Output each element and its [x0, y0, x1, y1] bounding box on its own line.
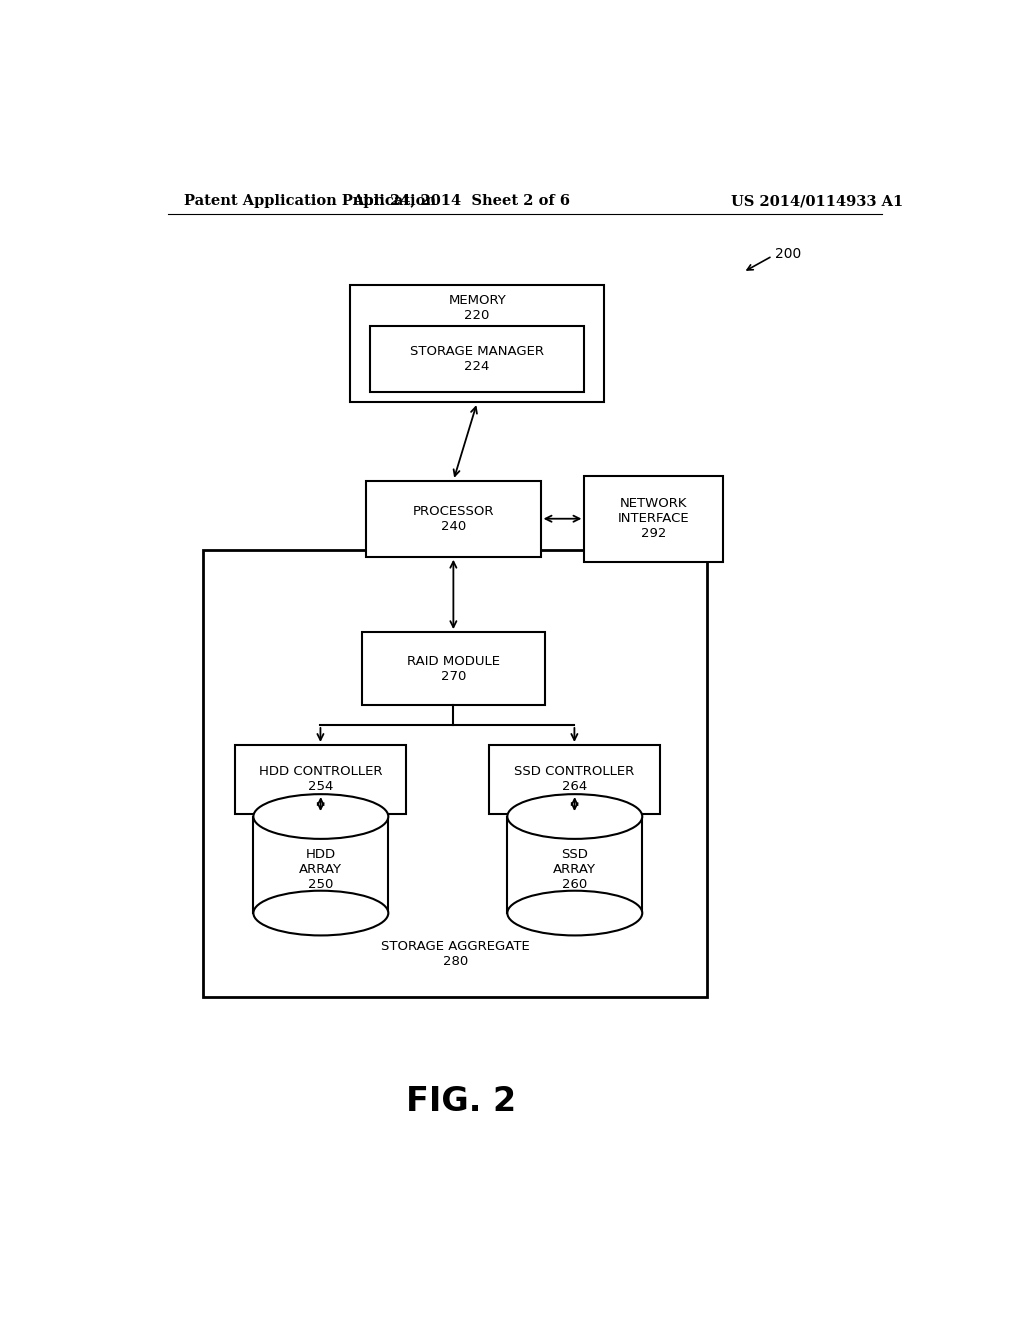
Text: MEMORY
220: MEMORY 220: [449, 294, 506, 322]
Text: RAID MODULE
270: RAID MODULE 270: [407, 655, 500, 682]
Bar: [362, 632, 545, 705]
Text: STORAGE AGGREGATE
280: STORAGE AGGREGATE 280: [381, 940, 529, 969]
Text: HDD CONTROLLER
254: HDD CONTROLLER 254: [259, 766, 382, 793]
Text: SSD CONTROLLER
264: SSD CONTROLLER 264: [514, 766, 635, 793]
Ellipse shape: [253, 891, 388, 936]
Bar: [253, 817, 388, 913]
Text: 200: 200: [775, 247, 801, 261]
Text: HDD
ARRAY
250: HDD ARRAY 250: [299, 849, 342, 891]
Bar: [367, 480, 541, 557]
Ellipse shape: [253, 795, 388, 840]
Bar: [350, 285, 604, 403]
Text: STORAGE MANAGER
224: STORAGE MANAGER 224: [411, 345, 544, 374]
Text: Apr. 24, 2014  Sheet 2 of 6: Apr. 24, 2014 Sheet 2 of 6: [352, 194, 570, 209]
Ellipse shape: [507, 891, 642, 936]
Text: Patent Application Publication: Patent Application Publication: [183, 194, 435, 209]
Text: FIG. 2: FIG. 2: [407, 1085, 516, 1118]
Bar: [236, 744, 406, 814]
Text: US 2014/0114933 A1: US 2014/0114933 A1: [731, 194, 903, 209]
Bar: [204, 549, 708, 997]
Bar: [507, 817, 642, 913]
Text: SSD
ARRAY
260: SSD ARRAY 260: [553, 849, 596, 891]
Bar: [585, 475, 723, 562]
Bar: [370, 326, 585, 392]
Text: NETWORK
INTERFACE
292: NETWORK INTERFACE 292: [617, 498, 689, 540]
Ellipse shape: [507, 795, 642, 840]
Text: PROCESSOR
240: PROCESSOR 240: [413, 504, 495, 533]
Bar: [489, 744, 659, 814]
